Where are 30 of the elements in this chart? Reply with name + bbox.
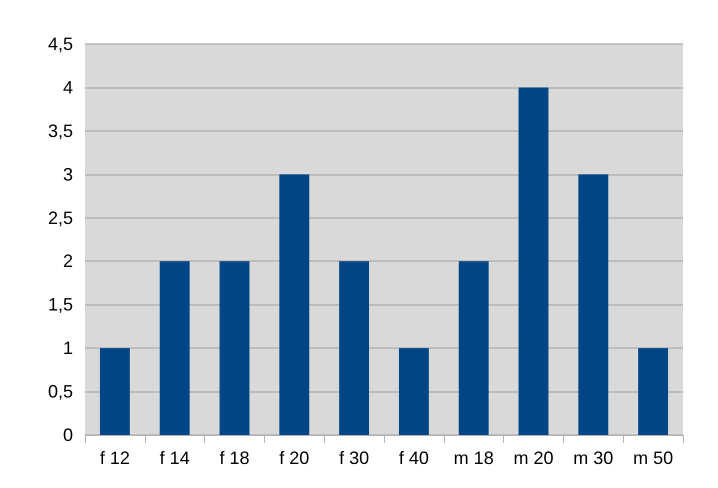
bar [339,261,370,435]
x-tick-label: f 40 [398,448,429,468]
x-tick-label: f 18 [219,448,250,468]
x-tick-label: f 14 [160,448,190,468]
x-tick-label: f 12 [100,448,130,468]
bar [518,87,548,435]
x-tick-label: f 30 [339,448,370,468]
x-tick-label: m 30 [573,448,614,468]
bar [279,174,310,435]
y-tick-label: 4 [62,77,73,98]
x-tick-label: f 20 [279,448,310,468]
x-tick-label: m 50 [633,448,674,468]
bar [398,348,429,435]
bar [160,261,190,435]
x-tick-label: m 18 [454,448,494,468]
bar [100,348,130,435]
y-tick-label: 1,5 [48,294,73,315]
bar [220,261,250,435]
bar [458,261,489,435]
y-tick-label: 0 [62,425,73,445]
y-tick-label: 1 [62,338,73,358]
y-tick-label: 0,5 [48,382,73,402]
y-tick-label: 2,5 [48,208,73,228]
y-tick-label: 3 [62,164,73,184]
x-tick-label: m 20 [513,448,554,468]
y-tick-label: 4,5 [48,34,73,54]
y-tick-label: 2 [62,251,73,272]
bar [638,348,668,435]
bar [578,174,608,435]
y-tick-label: 3,5 [48,120,73,141]
